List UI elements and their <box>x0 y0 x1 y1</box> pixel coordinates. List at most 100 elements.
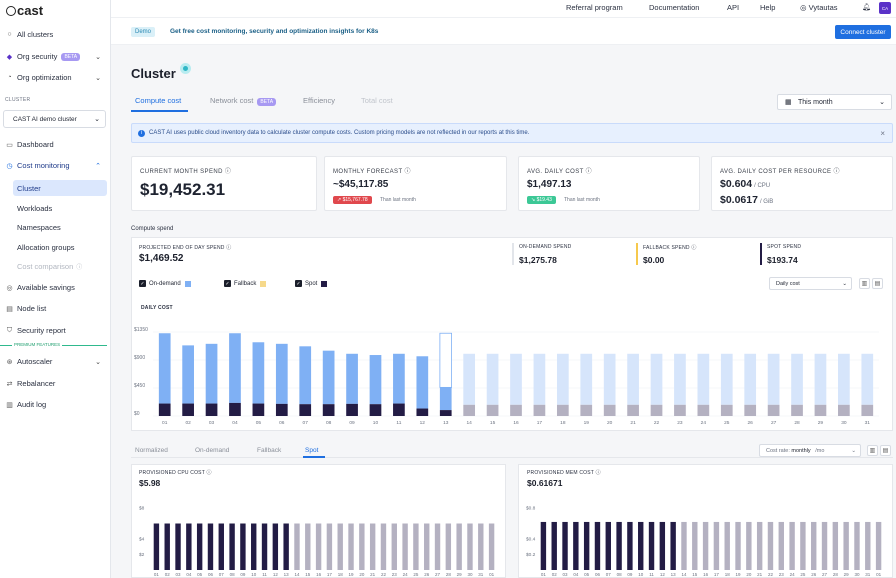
x-tick-label: 04 <box>186 572 192 577</box>
cost-rate-select[interactable]: Cost rate: monthly /mo ⌄ <box>759 444 861 457</box>
legend-spot[interactable]: ✓ Spot <box>295 280 328 287</box>
info-icon: ⓘ <box>404 169 411 175</box>
subtab-fallback[interactable]: Fallback <box>257 447 282 454</box>
x-tick-label: 11 <box>396 420 401 426</box>
bar-spot <box>605 521 611 570</box>
shield-icon: ◆ <box>6 53 13 61</box>
bar-view-icon[interactable]: ▥ <box>867 445 878 456</box>
subtab-spot[interactable]: Spot <box>305 447 319 454</box>
tab-compute-cost[interactable]: Compute cost <box>135 96 182 105</box>
x-tick-label: 17 <box>714 572 720 577</box>
bar-spot <box>348 523 354 570</box>
api-link[interactable]: API <box>727 3 740 12</box>
info-icon: ⓘ <box>226 245 232 251</box>
x-tick-label: 28 <box>794 420 800 426</box>
chevron-down-icon: ⌄ <box>94 116 100 123</box>
bell-icon[interactable]: 🔔︎ <box>862 4 871 11</box>
demo-banner: Demo Get free cost monitoring, security … <box>111 17 896 45</box>
sidebar-subitem-cost-comparison[interactable]: Cost comparison ⓘ <box>17 261 83 271</box>
cast-logo[interactable]: cast <box>6 3 43 18</box>
user-menu[interactable]: ◎ Vytautas <box>800 3 838 12</box>
bar-spot <box>814 404 827 416</box>
sidebar-subitem-allocation-groups[interactable]: Allocation groups <box>17 242 75 252</box>
sidebar-item-node-list[interactable]: ▤ Node list <box>6 304 47 313</box>
avatar[interactable]: CA <box>879 2 891 14</box>
x-tick-label: 27 <box>771 420 777 426</box>
date-range-select[interactable]: ▦ This month ⌄ <box>777 94 892 110</box>
sidebar-item-org-security[interactable]: ◆ Org security BETA ⌄ <box>6 52 101 61</box>
legend-ondemand[interactable]: ✓ On-demand <box>139 280 191 287</box>
referral-link[interactable]: Referral program <box>566 3 623 12</box>
documentation-link[interactable]: Documentation <box>649 3 700 12</box>
avg-daily-label: AVG. DAILY COST ⓘ <box>527 169 593 175</box>
cluster-select[interactable]: CAST AI demo cluster ⌄ <box>3 110 106 128</box>
legend-fallback[interactable]: ✓ Fallback <box>224 280 267 287</box>
bar-spot <box>603 404 616 416</box>
cost-per-resource-label: AVG. DAILY COST PER RESOURCE ⓘ <box>720 169 840 175</box>
bar-spot <box>218 523 224 570</box>
bar-spot <box>697 404 710 416</box>
sidebar-item-all-clusters[interactable]: ○ All clusters <box>4 26 107 43</box>
bar-spot <box>580 404 593 416</box>
x-tick-label: 16 <box>513 420 519 426</box>
sidebar-item-dashboard[interactable]: ▭ Dashboard <box>6 140 54 149</box>
bar-spot <box>369 523 376 570</box>
autoscaler-icon: ⊛ <box>6 358 13 366</box>
bar-spot <box>627 521 633 570</box>
projected-label: PROJECTED END OF DAY SPEND ⓘ <box>139 245 232 251</box>
line-view-icon[interactable]: ▤ <box>872 278 883 289</box>
spot-label: SPOT SPEND <box>767 244 802 250</box>
bar-ondemand <box>744 353 757 405</box>
x-tick-label: 28 <box>833 572 839 577</box>
sidebar-item-autoscaler[interactable]: ⊛ Autoscaler ⌄ <box>6 357 101 366</box>
tab-total-cost[interactable]: Total cost <box>361 96 393 105</box>
bar-spot <box>791 404 803 416</box>
x-tick-label: 01 <box>489 572 495 577</box>
bar-ondemand <box>369 355 382 405</box>
sidebar-item-audit-log[interactable]: ▥ Audit log <box>6 400 47 409</box>
y-tick-label: $4 <box>139 537 145 543</box>
x-tick-label: 28 <box>446 572 452 577</box>
subtab-ondemand[interactable]: On-demand <box>195 447 230 454</box>
x-tick-label: 23 <box>392 572 398 577</box>
legend-swatch <box>260 280 267 287</box>
x-tick-label: 03 <box>209 420 215 426</box>
y-tick-label: $2 <box>139 552 145 558</box>
x-tick-label: 08 <box>326 420 332 426</box>
sidebar-item-rebalancer[interactable]: ⇄ Rebalancer <box>6 379 56 388</box>
bar-spot <box>380 523 387 570</box>
sidebar-subitem-namespaces[interactable]: Namespaces <box>17 222 61 232</box>
sidebar-subitem-cluster[interactable]: Cluster <box>13 180 107 196</box>
x-tick-label: 05 <box>584 572 590 577</box>
mem-cost-value-label: $0.61671 <box>527 478 563 488</box>
x-tick-label: 23 <box>677 420 683 426</box>
x-tick-label: 07 <box>606 572 612 577</box>
cost-type-select[interactable]: Daily cost ⌄ <box>769 277 852 290</box>
connect-cluster-button[interactable]: Connect cluster <box>835 25 891 39</box>
fallback-label: FALLBACK SPEND ⓘ <box>643 245 697 251</box>
bar-spot <box>434 523 441 570</box>
bar-spot <box>478 523 484 570</box>
sidebar-subitem-workloads[interactable]: Workloads <box>17 203 53 213</box>
x-tick-label: 18 <box>560 420 566 426</box>
subtab-normalized[interactable]: Normalized <box>135 447 168 454</box>
chevron-down-icon: ⌄ <box>95 74 101 82</box>
y-tick-label: $450 <box>134 383 145 389</box>
bar-ondemand <box>299 346 312 405</box>
bar-view-icon[interactable]: ▥ <box>859 278 870 289</box>
tab-network-cost[interactable]: Network cost BETA <box>210 96 277 106</box>
x-tick-label: 29 <box>457 572 463 577</box>
sidebar-item-org-optimization[interactable]: ◔ Org optimization ⌄ <box>4 69 107 86</box>
close-icon[interactable]: × <box>880 128 885 138</box>
sidebar-item-available-savings[interactable]: ◎ Available savings <box>6 283 75 292</box>
info-icon: ⓘ <box>833 169 840 175</box>
tab-efficiency[interactable]: Efficiency <box>303 96 335 105</box>
spot-value: $193.74 <box>767 255 798 265</box>
help-link[interactable]: Help <box>760 3 776 12</box>
bar-ondemand <box>486 353 499 405</box>
line-view-icon[interactable]: ▤ <box>880 445 891 456</box>
sidebar-item-cost-monitoring[interactable]: ◷ Cost monitoring ⌃ <box>6 161 101 170</box>
bar-spot <box>533 404 546 416</box>
sidebar-item-security-report[interactable]: ⛉ Security report <box>6 326 66 335</box>
current-month-value: $19,452.31 <box>140 180 226 199</box>
